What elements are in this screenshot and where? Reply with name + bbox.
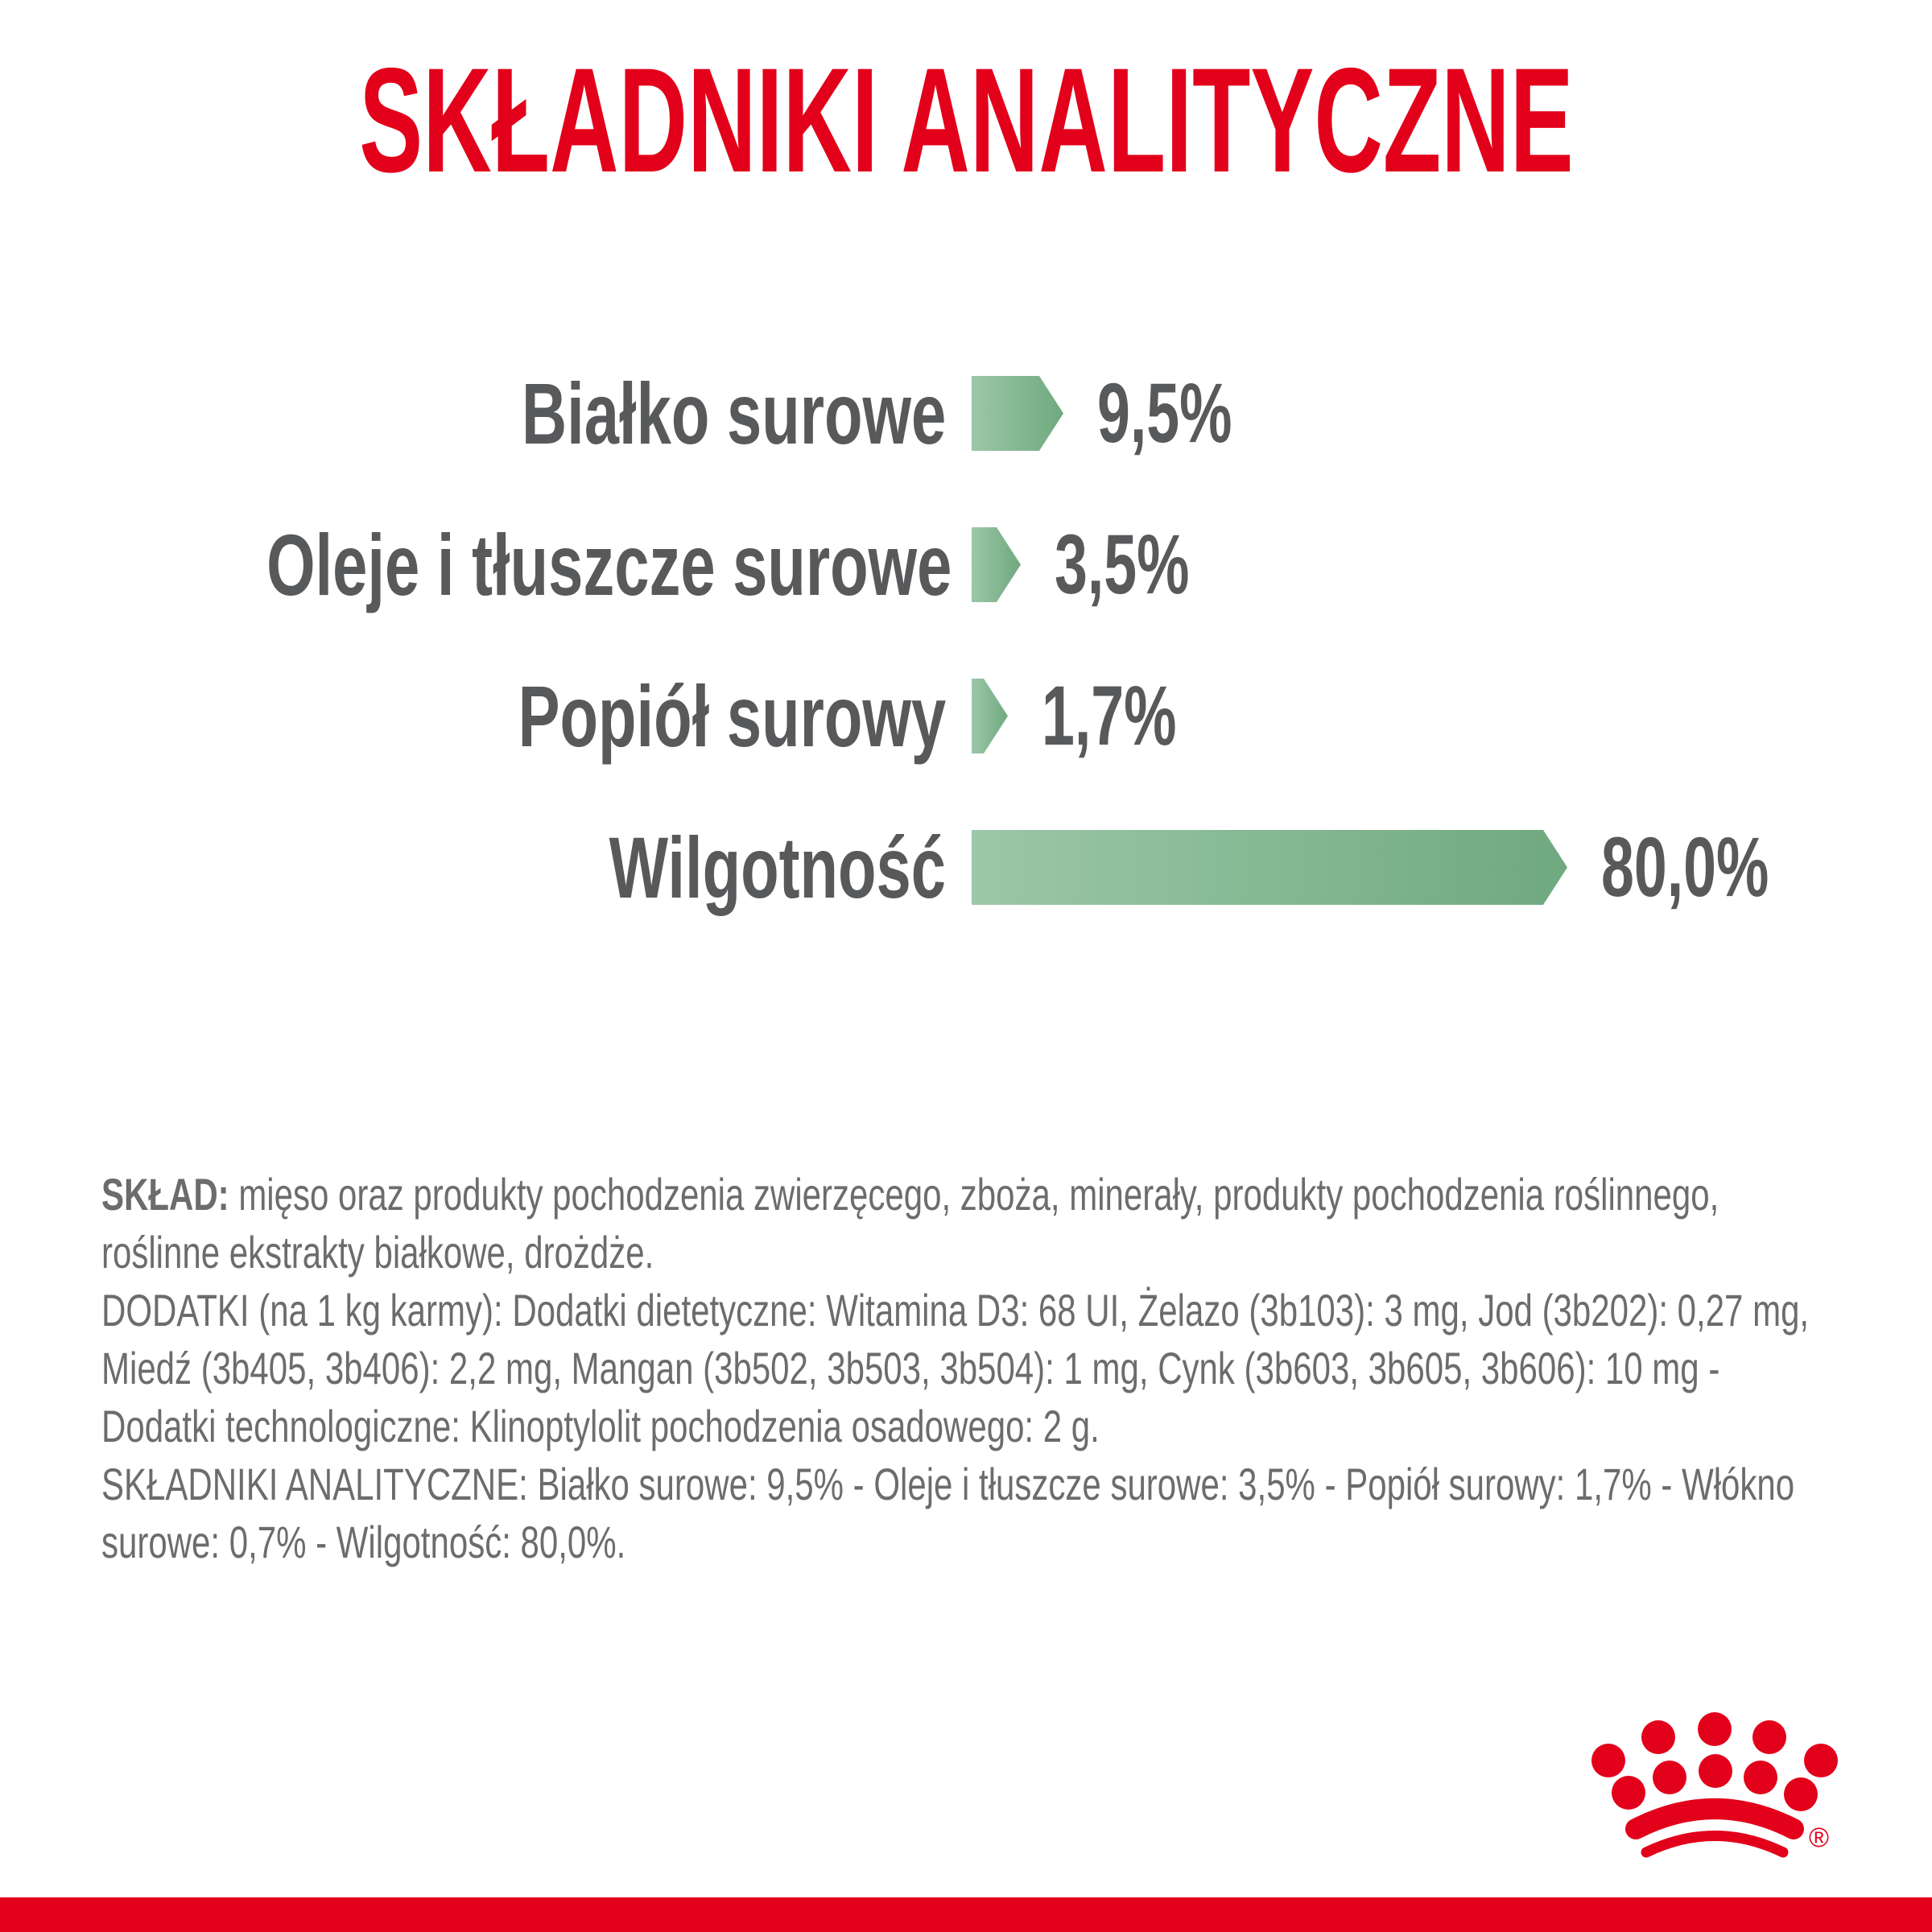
bar-category-label: Białko surowe <box>521 365 946 462</box>
composition-line: Miedź (3b405, 3b406): 2,2 mg, Mangan (3b… <box>101 1343 1720 1393</box>
composition-line: surowe: 0,7% - Wilgotność: 80,0%. <box>101 1517 626 1567</box>
bar-value-label: 80,0% <box>1601 820 1769 914</box>
composition-line: Dodatki technologiczne: Klinoptylolit po… <box>101 1401 1100 1451</box>
crown-base-thick-arc <box>1625 1798 1804 1839</box>
registered-trademark-icon: ® <box>1809 1823 1829 1853</box>
bar <box>972 830 1567 905</box>
bar-category-label: Popiół surowy <box>518 667 946 765</box>
composition-line: DODATKI (na 1 kg karmy): Dodatki dietety… <box>101 1285 1810 1335</box>
composition-line: SKŁADNIKI ANALITYCZNE: Białko surowe: 9,… <box>101 1459 1795 1509</box>
bar-category-label: Wilgotność <box>609 819 946 916</box>
page-title-text: SKŁADNIKI ANALITYCZNE <box>358 38 1574 204</box>
analytical-constituents-bar-chart: Białko surowe 9,5% Oleje i tłuszcze suro… <box>0 365 1932 981</box>
crown-base-thin-arc <box>1641 1831 1789 1858</box>
bar-value-label: 1,7% <box>1042 669 1177 763</box>
royal-canin-crown-logo: ® <box>1591 1712 1838 1858</box>
bar-row: Popiół surowy 1,7% <box>0 667 1932 765</box>
bar-row: Białko surowe 9,5% <box>0 365 1932 462</box>
page-title: SKŁADNIKI ANALITYCZNE <box>0 47 1932 196</box>
bar-value-label: 3,5% <box>1055 518 1190 612</box>
composition-lead-label: SKŁAD: <box>101 1169 229 1220</box>
crown-dots <box>1591 1712 1838 1811</box>
bar-row: Wilgotność 80,0% <box>0 819 1932 916</box>
bar-value-label: 9,5% <box>1097 366 1232 460</box>
bar <box>972 376 1063 451</box>
bar-category-label: Oleje i tłuszcze surowe <box>266 516 952 613</box>
footer-red-band <box>0 1897 1932 1932</box>
bar <box>972 527 1021 602</box>
composition-line: SKŁAD: mięso oraz produkty pochodzenia z… <box>101 1169 1719 1220</box>
composition-line: roślinne ekstrakty białkowe, drożdże. <box>101 1227 654 1278</box>
composition-text-block: SKŁAD: mięso oraz produkty pochodzenia z… <box>101 1166 1872 1571</box>
bar-row: Oleje i tłuszcze surowe 3,5% <box>0 516 1932 613</box>
bar <box>972 679 1008 753</box>
